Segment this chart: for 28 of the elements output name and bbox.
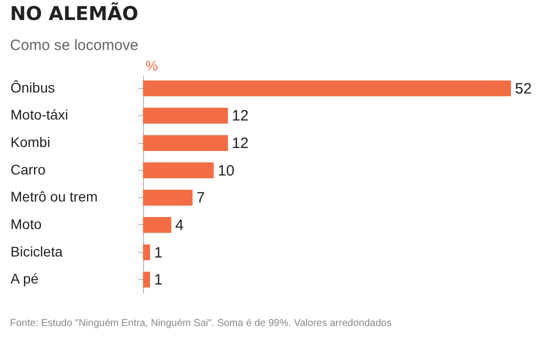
x-axis-title: % — [146, 58, 158, 74]
data-label: 1 — [154, 244, 162, 262]
bar — [143, 190, 193, 206]
y-tick-label: A pé — [10, 270, 39, 287]
bar — [143, 80, 511, 96]
data-label: 12 — [232, 135, 249, 152]
y-tick-label: Moto-táxi — [10, 106, 68, 123]
data-label: 4 — [175, 216, 184, 234]
bar — [143, 217, 172, 233]
bar — [143, 108, 228, 124]
y-tick-label: Moto — [10, 216, 42, 232]
bar — [143, 162, 214, 178]
data-label: 52 — [515, 80, 532, 98]
data-label: 10 — [218, 162, 234, 180]
y-tick-label: Kombi — [10, 134, 50, 150]
data-label: 7 — [196, 190, 205, 207]
y-tick-label: Bicicleta — [10, 243, 63, 260]
data-label: 1 — [154, 272, 162, 289]
chart-subtitle: Como se locomove — [10, 37, 138, 54]
y-tick-label: Metrô ou trem — [10, 188, 98, 205]
data-label: 12 — [232, 108, 249, 125]
chart-title: NO ALEMÃO — [10, 2, 138, 25]
bar — [143, 272, 150, 288]
y-tick-label: Carro — [10, 161, 46, 178]
y-tick-label: Ônibus — [10, 79, 55, 96]
source-note: Fonte: Estudo "Ninguém Entra, Ninguém Sai". Soma é de 99%. Valores arredondados — [10, 318, 392, 329]
bar — [143, 135, 228, 151]
bar — [143, 244, 150, 260]
